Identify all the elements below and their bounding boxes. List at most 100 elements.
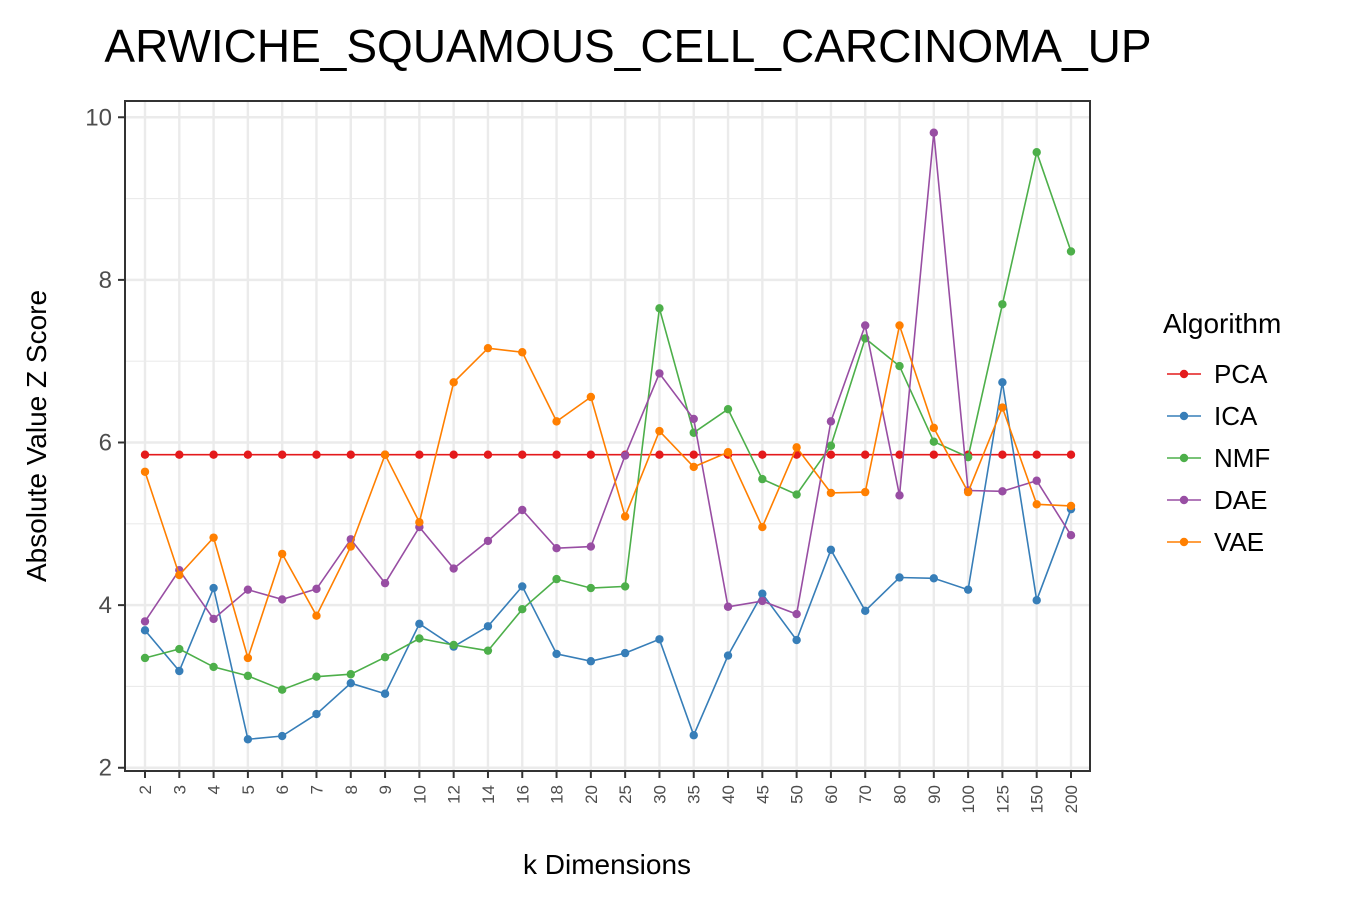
x-tick-label: 40 [719, 785, 738, 804]
data-point-nmf [312, 672, 321, 681]
legend-item-vae: VAE [1167, 527, 1264, 557]
data-point-ica [689, 731, 698, 740]
data-point-nmf [792, 490, 801, 499]
x-tick-label: 125 [993, 785, 1012, 813]
data-point-vae [895, 321, 904, 330]
x-tick-label: 50 [788, 785, 807, 804]
data-point-vae [209, 533, 218, 542]
data-point-pca [552, 450, 561, 459]
data-point-vae [620, 512, 630, 521]
legend: Algorithm PCA ICA NMF DAE VAE [1163, 308, 1281, 557]
series-line-vae [144, 322, 1072, 661]
data-point-vae [518, 348, 527, 357]
x-tick-label: 25 [616, 785, 635, 804]
legend-label-vae: VAE [1214, 527, 1264, 557]
data-point-pca [449, 450, 458, 459]
x-tick-label: 70 [856, 785, 875, 804]
data-point-dae [380, 578, 390, 588]
data-point-vae [792, 443, 801, 452]
data-point-nmf [586, 583, 596, 593]
data-point-nmf [518, 604, 527, 614]
data-point-dae [552, 544, 561, 553]
data-point-vae [140, 467, 150, 476]
data-point-ica [243, 735, 253, 744]
data-point-dae [449, 564, 458, 573]
data-point-vae [963, 487, 973, 497]
data-point-nmf [209, 662, 218, 672]
data-point-pca [586, 450, 596, 459]
y-tick-label: 6 [99, 430, 112, 457]
data-point-nmf [175, 644, 184, 654]
legend-label-pca: PCA [1214, 359, 1268, 389]
data-point-dae [689, 414, 698, 424]
data-point-vae [243, 653, 253, 663]
data-point-ica [1032, 596, 1041, 605]
data-point-pca [861, 450, 870, 459]
data-point-dae [243, 585, 253, 594]
data-point-dae [620, 451, 630, 460]
x-tick-label: 150 [1028, 785, 1047, 813]
data-point-pca [346, 450, 355, 459]
data-point-dae [758, 596, 767, 606]
data-point-dae [277, 595, 287, 604]
data-point-ica [277, 731, 287, 741]
x-tick-label: 6 [273, 785, 292, 794]
data-point-nmf [723, 404, 733, 414]
grid [125, 101, 1090, 771]
data-point-pca [312, 450, 321, 459]
legend-key-point [1179, 453, 1189, 463]
data-point-ica [723, 651, 733, 660]
x-tick-label: 35 [685, 785, 704, 804]
data-point-vae [826, 488, 836, 498]
data-point-nmf [895, 361, 904, 371]
data-point-dae [861, 321, 870, 330]
data-point-pca [140, 450, 150, 459]
data-point-pca [175, 450, 184, 459]
x-tick-label: 200 [1062, 785, 1081, 813]
data-point-pca [1032, 450, 1041, 459]
data-point-vae [723, 448, 733, 457]
data-point-ica [586, 657, 596, 666]
data-point-pca [209, 450, 218, 459]
data-point-dae [792, 609, 801, 619]
data-point-ica [826, 545, 836, 555]
data-point-ica [552, 649, 561, 659]
data-point-pca [689, 450, 698, 459]
x-tick-label: 80 [891, 785, 910, 804]
data-point-ica [758, 589, 767, 598]
data-point-ica [415, 619, 424, 629]
data-point-nmf [243, 671, 253, 681]
y-axis-title: Absolute Value Z Score [21, 290, 52, 582]
data-point-nmf [963, 452, 973, 462]
data-point-ica [792, 635, 801, 645]
data-point-dae [723, 602, 733, 611]
data-point-ica [655, 635, 664, 644]
legend-label-dae: DAE [1214, 485, 1267, 515]
data-point-dae [826, 417, 836, 426]
data-point-nmf [929, 437, 939, 446]
x-tick-label: 12 [445, 785, 464, 804]
legend-key-point [1179, 369, 1189, 379]
data-point-vae [586, 392, 596, 402]
legend-item-nmf: NMF [1167, 443, 1270, 473]
data-point-nmf [998, 300, 1007, 309]
x-tick-label: 16 [513, 785, 532, 804]
data-point-nmf [758, 474, 767, 484]
data-point-nmf [277, 685, 287, 694]
data-point-ica [140, 626, 150, 635]
x-axis-title: k Dimensions [523, 849, 691, 880]
data-point-nmf [655, 304, 664, 313]
legend-title: Algorithm [1163, 308, 1281, 339]
data-point-ica [380, 689, 390, 698]
legend-key-point [1179, 537, 1189, 547]
data-point-vae [380, 450, 390, 459]
data-point-vae [998, 403, 1007, 412]
series-ica [140, 378, 1076, 744]
data-point-ica [175, 666, 184, 676]
legend-item-ica: ICA [1167, 401, 1258, 431]
series-nmf [140, 148, 1076, 694]
data-point-ica [963, 585, 973, 594]
x-tick-label: 100 [959, 785, 978, 813]
data-point-vae [552, 417, 561, 426]
legend-label-ica: ICA [1214, 401, 1258, 431]
